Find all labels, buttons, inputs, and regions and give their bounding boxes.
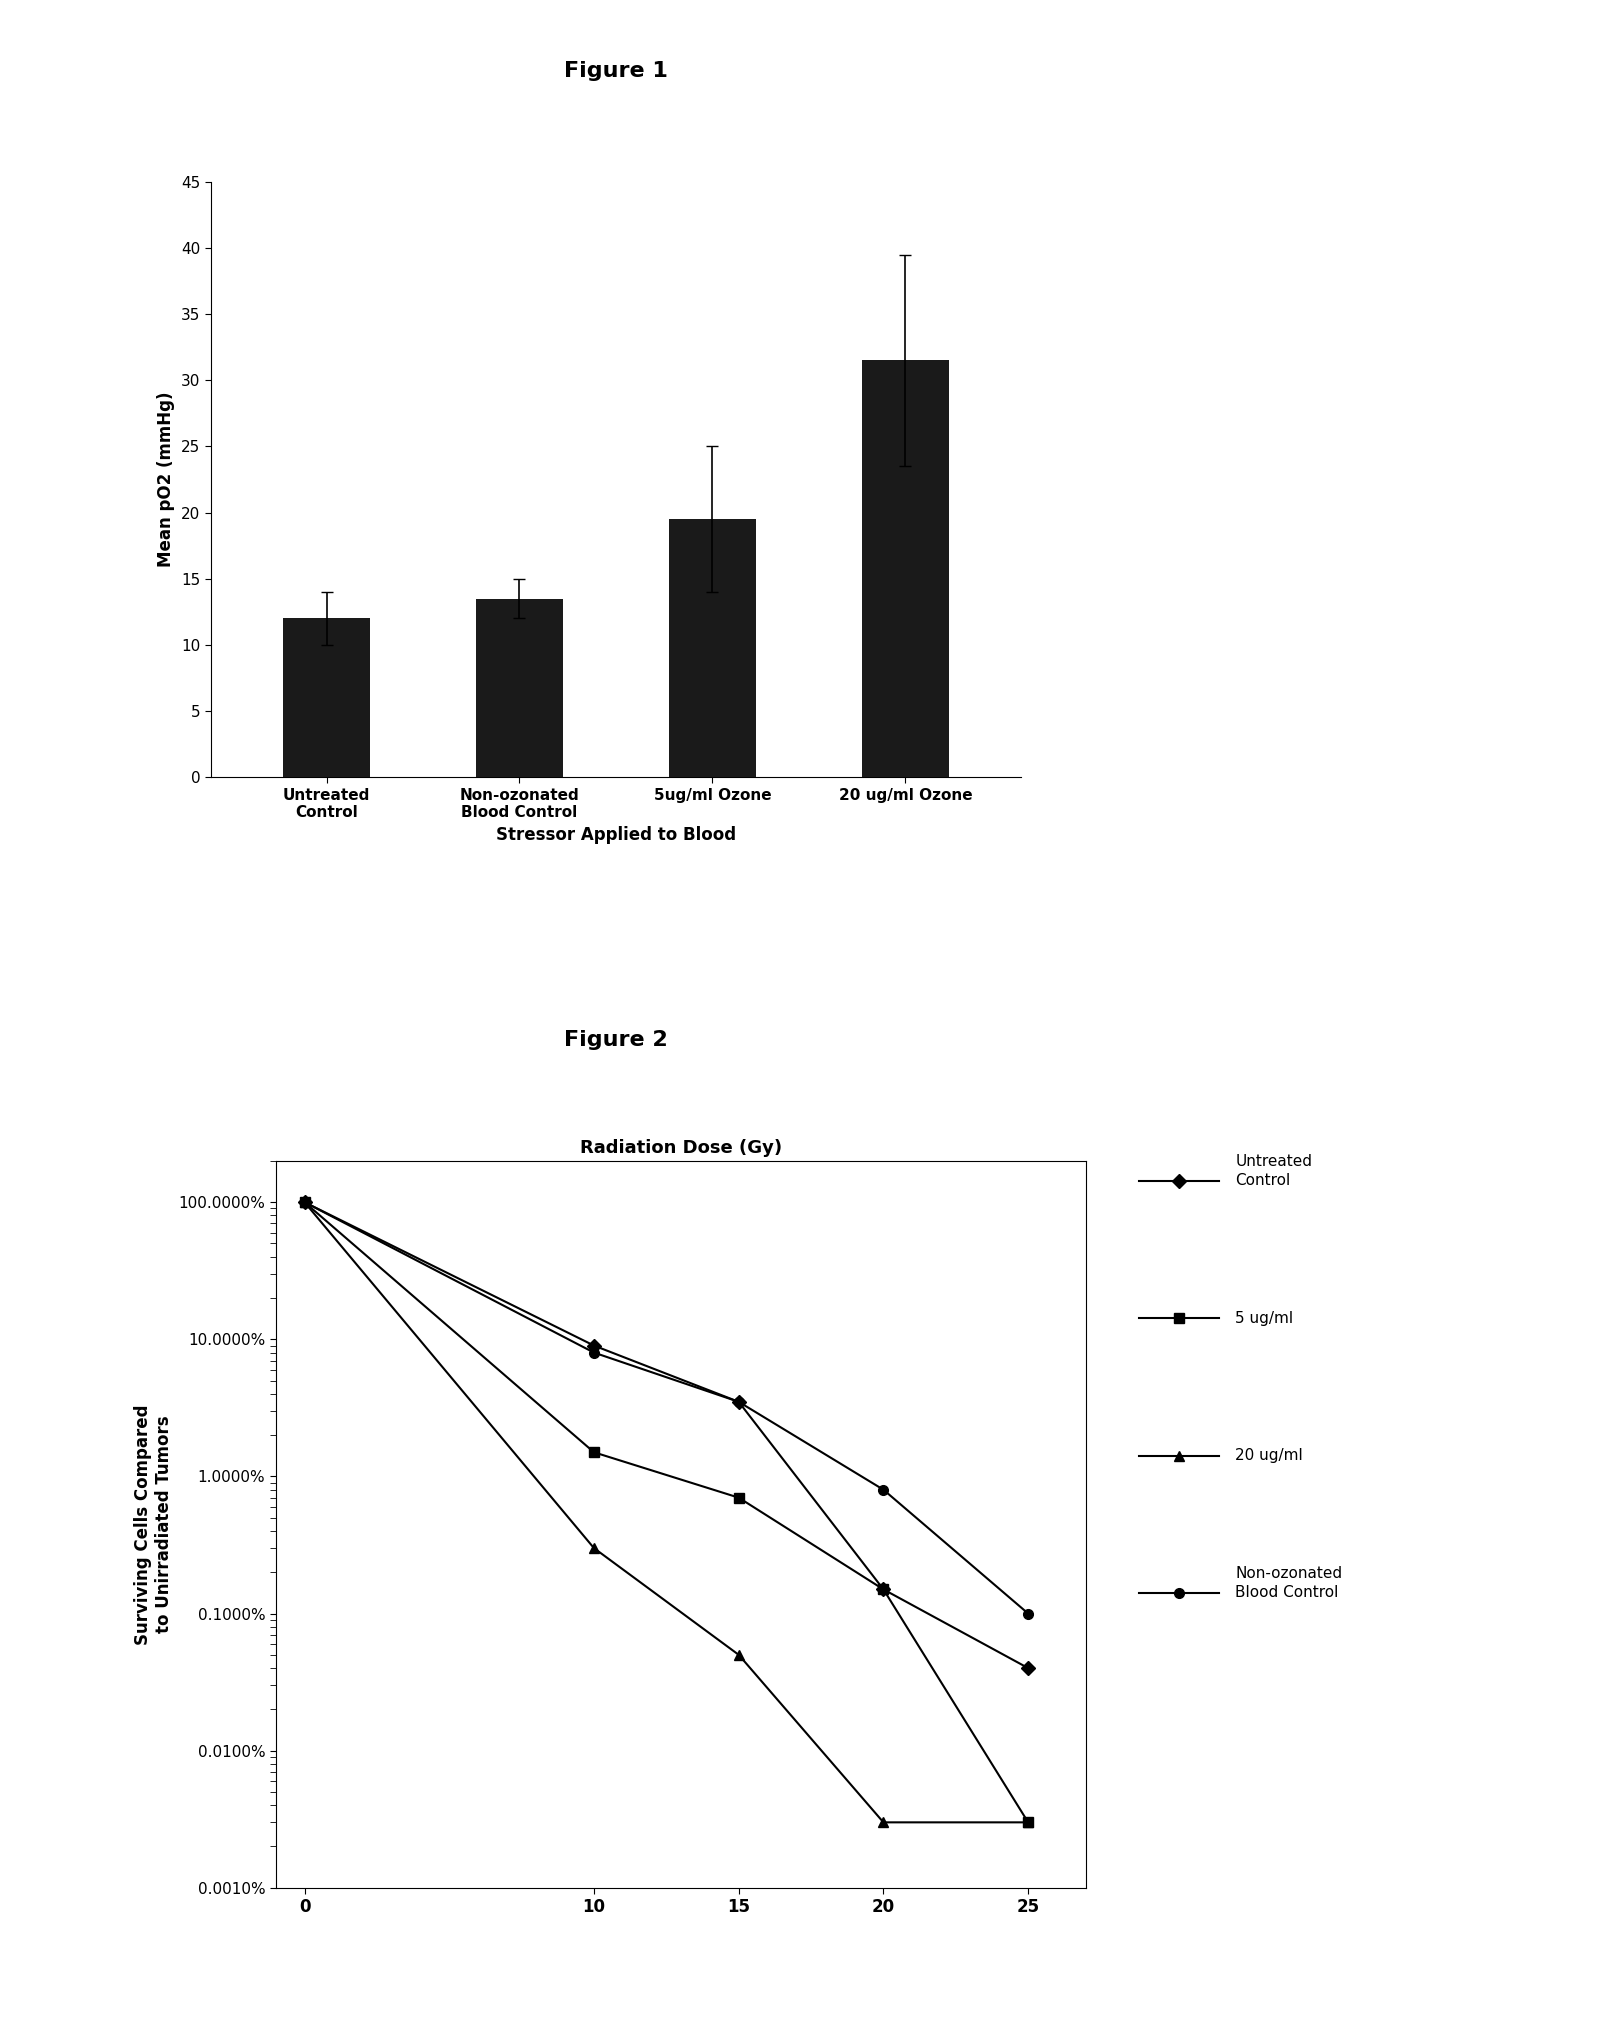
Text: Figure 1: Figure 1 (564, 61, 668, 81)
Bar (862, 359, 948, 777)
Bar (477, 598, 562, 777)
Text: Non-ozonated
Blood Control: Non-ozonated Blood Control (1235, 1567, 1342, 1599)
Bar (284, 618, 370, 777)
Y-axis label: Surviving Cells Compared
to Unirradiated Tumors: Surviving Cells Compared to Unirradiated… (135, 1403, 173, 1645)
Text: 20 ug/ml: 20 ug/ml (1235, 1448, 1303, 1464)
Bar (669, 519, 755, 777)
Title: Radiation Dose (Gy): Radiation Dose (Gy) (580, 1139, 781, 1157)
Y-axis label: Mean pO2 (mmHg): Mean pO2 (mmHg) (157, 392, 175, 567)
Text: Untreated
Control: Untreated Control (1235, 1155, 1313, 1187)
Text: 5 ug/ml: 5 ug/ml (1235, 1310, 1294, 1326)
X-axis label: Stressor Applied to Blood: Stressor Applied to Blood (496, 826, 736, 844)
Text: Figure 2: Figure 2 (564, 1030, 668, 1050)
